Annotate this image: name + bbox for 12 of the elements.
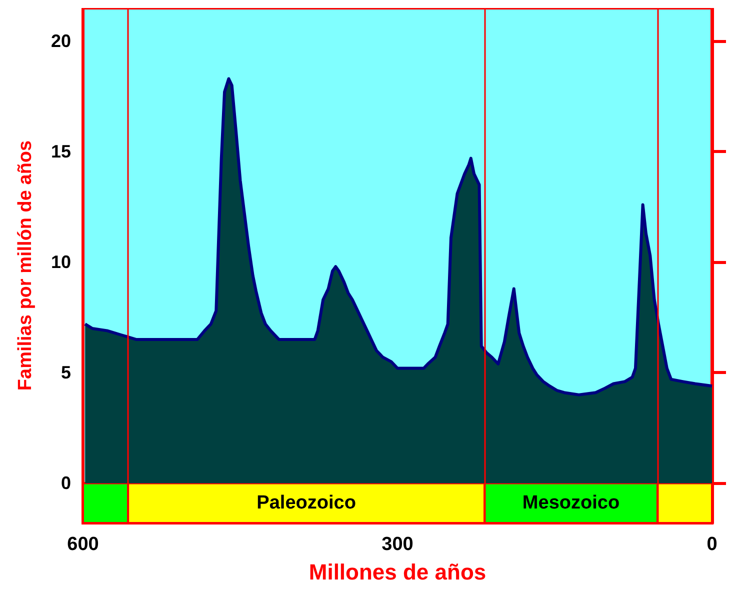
x-axis-title: Millones de años [308,560,486,584]
x-tick-label: 600 [67,534,99,555]
x-tick-label: 0 [706,534,718,555]
y-tick-label: 15 [50,142,71,162]
band-label: Paleozoico [256,492,356,514]
y-tick-label: 5 [60,362,71,383]
y-axis-title: Familias por millón de años [15,140,36,391]
x-tick-label: 300 [382,534,414,555]
y-tick-label: 20 [50,31,71,52]
y-tick-label: 0 [60,473,71,494]
y-tick-label: 10 [50,252,71,272]
band-label: Mesozoico [522,492,620,514]
